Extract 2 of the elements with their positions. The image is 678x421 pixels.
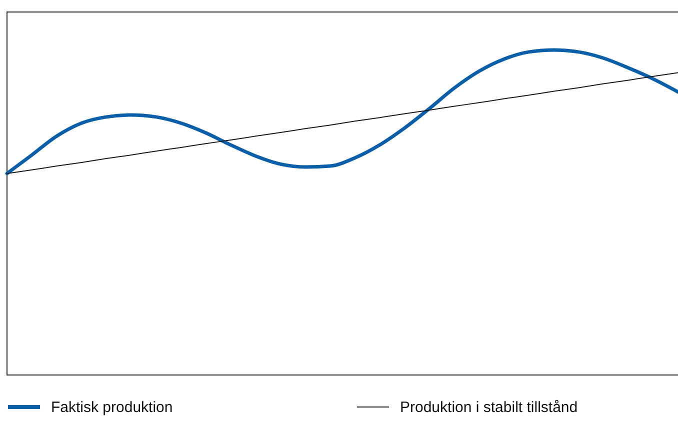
legend-label: Produktion i stabilt tillstånd — [400, 399, 578, 416]
legend-label: Faktisk produktion — [51, 399, 173, 416]
